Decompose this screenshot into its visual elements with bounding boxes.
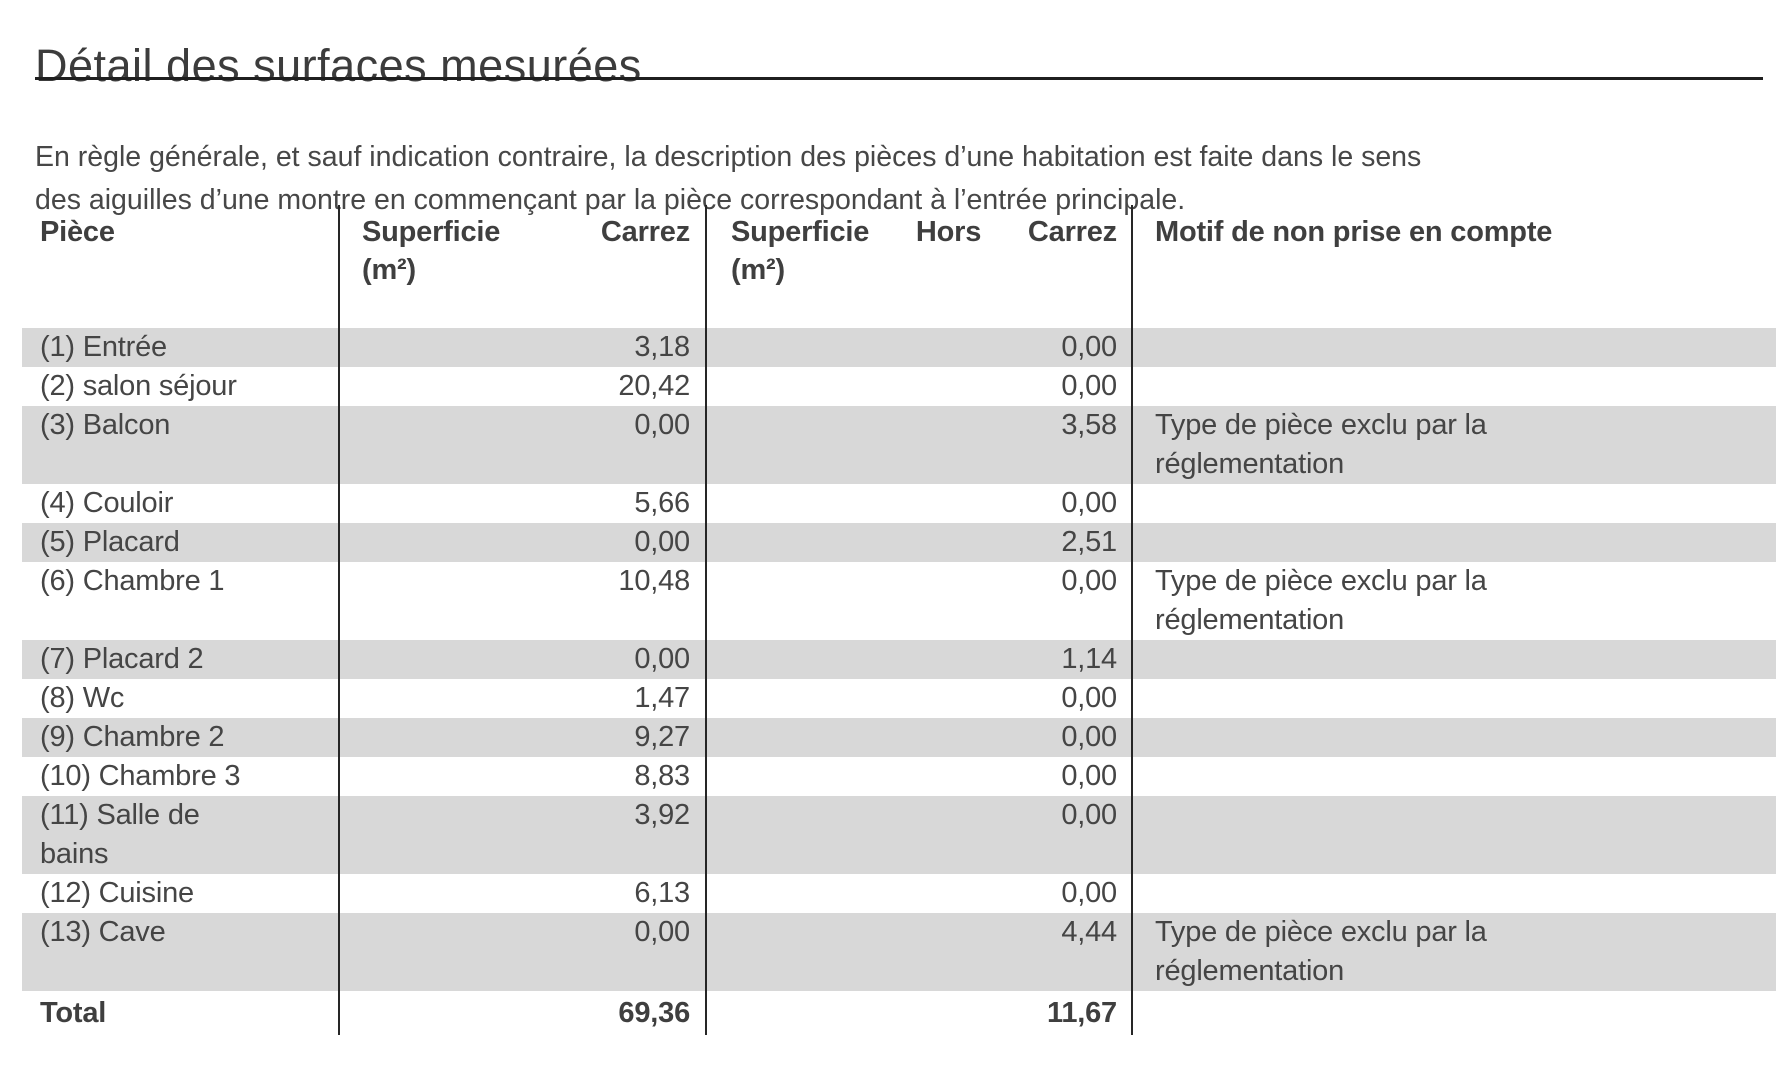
- carrez-value-cell: 0,00: [338, 640, 705, 679]
- table-row: (9) Chambre 2 9,27 0,00: [22, 718, 1776, 757]
- column-header-motif: Motif de non prise en compte: [1131, 205, 1776, 328]
- column-header-superficie-hors-carrez: Superficie Hors Carrez (m²): [705, 205, 1131, 328]
- header-word-hors: Hors: [915, 216, 982, 248]
- header-unit-m2: (m²): [362, 254, 416, 286]
- table-row: (5) Placard 0,00 2,51: [22, 523, 1776, 562]
- hors-carrez-value-cell: 0,00: [705, 757, 1131, 796]
- hors-carrez-value-cell: 0,00: [705, 718, 1131, 757]
- motif-cell: [1131, 757, 1776, 796]
- piece-cell: (12) Cuisine: [40, 877, 194, 909]
- carrez-value-cell: 1,47: [338, 679, 705, 718]
- header-word-superficie: Superficie: [731, 216, 870, 248]
- total-hors-carrez-value: 11,67: [705, 991, 1131, 1035]
- table-row: (11) Salle de bains 3,92 0,00: [22, 796, 1776, 874]
- header-word-carrez: Carrez: [1027, 216, 1117, 248]
- hors-carrez-value-cell: 0,00: [705, 562, 1131, 640]
- surfaces-table: Pièce Superficie Carrez (m²) Superficie …: [22, 205, 1776, 1035]
- hors-carrez-value-cell: 0,00: [705, 328, 1131, 367]
- piece-cell: (6) Chambre 1: [40, 565, 225, 597]
- motif-cell: [1131, 874, 1776, 913]
- motif-cell: [1131, 718, 1776, 757]
- header-word-superficie: Superficie: [362, 216, 501, 248]
- total-motif-cell: [1131, 991, 1776, 1035]
- motif-cell: [1131, 679, 1776, 718]
- carrez-value-cell: 3,92: [338, 796, 705, 874]
- carrez-value-cell: 8,83: [338, 757, 705, 796]
- piece-cell: (4) Couloir: [40, 487, 174, 519]
- hors-carrez-value-cell: 0,00: [705, 484, 1131, 523]
- column-header-piece: Pièce: [40, 216, 115, 248]
- piece-cell: (7) Placard 2: [40, 643, 204, 675]
- table-header-row: Pièce Superficie Carrez (m²) Superficie …: [22, 205, 1776, 328]
- piece-cell: (9) Chambre 2: [40, 721, 225, 753]
- table-total-row: Total 69,36 11,67: [22, 991, 1776, 1035]
- motif-cell: Type de pièce exclu par la réglementatio…: [1131, 913, 1776, 991]
- carrez-value-cell: 5,66: [338, 484, 705, 523]
- piece-cell: (8) Wc: [40, 682, 125, 714]
- hors-carrez-value-cell: 0,00: [705, 796, 1131, 874]
- header-unit-m2: (m²): [731, 254, 785, 286]
- table-row: (7) Placard 2 0,00 1,14: [22, 640, 1776, 679]
- hors-carrez-value-cell: 0,00: [705, 679, 1131, 718]
- total-carrez-value: 69,36: [338, 991, 705, 1035]
- piece-cell: (11) Salle de bains: [40, 799, 200, 870]
- header-words: Superficie Hors Carrez: [731, 213, 1117, 251]
- hors-carrez-value-cell: 3,58: [705, 406, 1131, 484]
- total-label: Total: [40, 997, 107, 1029]
- piece-cell: (2) salon séjour: [40, 370, 237, 402]
- piece-cell: (5) Placard: [40, 526, 180, 558]
- table-row: (12) Cuisine 6,13 0,00: [22, 874, 1776, 913]
- motif-cell: [1131, 367, 1776, 406]
- hors-carrez-value-cell: 0,00: [705, 367, 1131, 406]
- carrez-value-cell: 0,00: [338, 913, 705, 991]
- motif-cell: [1131, 640, 1776, 679]
- piece-cell: (1) Entrée: [40, 331, 167, 363]
- motif-cell: Type de pièce exclu par la réglementatio…: [1131, 406, 1776, 484]
- column-header-superficie-carrez: Superficie Carrez (m²): [338, 205, 705, 328]
- motif-cell: Type de pièce exclu par la réglementatio…: [1131, 562, 1776, 640]
- motif-cell: [1131, 796, 1776, 874]
- carrez-value-cell: 6,13: [338, 874, 705, 913]
- motif-cell: [1131, 484, 1776, 523]
- table-row: (8) Wc 1,47 0,00: [22, 679, 1776, 718]
- table-row: (4) Couloir 5,66 0,00: [22, 484, 1776, 523]
- page-title: Détail des surfaces mesurées: [35, 40, 642, 92]
- header-words: Superficie Carrez: [362, 213, 690, 251]
- motif-cell: [1131, 523, 1776, 562]
- piece-cell: (3) Balcon: [40, 409, 171, 441]
- carrez-value-cell: 20,42: [338, 367, 705, 406]
- table-row: (3) Balcon 0,00 3,58 Type de pièce exclu…: [22, 406, 1776, 484]
- hors-carrez-value-cell: 0,00: [705, 874, 1131, 913]
- carrez-value-cell: 3,18: [338, 328, 705, 367]
- table-row: (10) Chambre 3 8,83 0,00: [22, 757, 1776, 796]
- hors-carrez-value-cell: 4,44: [705, 913, 1131, 991]
- carrez-value-cell: 10,48: [338, 562, 705, 640]
- motif-cell: [1131, 328, 1776, 367]
- piece-cell: (13) Cave: [40, 916, 166, 948]
- intro-paragraph: En règle générale, et sauf indication co…: [35, 140, 1422, 216]
- title-rule-divider: [35, 77, 1763, 80]
- header-word-carrez: Carrez: [600, 216, 690, 248]
- table-row: (13) Cave 0,00 4,44 Type de pièce exclu …: [22, 913, 1776, 991]
- carrez-value-cell: 0,00: [338, 523, 705, 562]
- table-row: (1) Entrée 3,18 0,00: [22, 328, 1776, 367]
- carrez-value-cell: 0,00: [338, 406, 705, 484]
- hors-carrez-value-cell: 1,14: [705, 640, 1131, 679]
- hors-carrez-value-cell: 2,51: [705, 523, 1131, 562]
- table-row: (2) salon séjour 20,42 0,00: [22, 367, 1776, 406]
- carrez-value-cell: 9,27: [338, 718, 705, 757]
- table-row: (6) Chambre 1 10,48 0,00 Type de pièce e…: [22, 562, 1776, 640]
- piece-cell: (10) Chambre 3: [40, 760, 241, 792]
